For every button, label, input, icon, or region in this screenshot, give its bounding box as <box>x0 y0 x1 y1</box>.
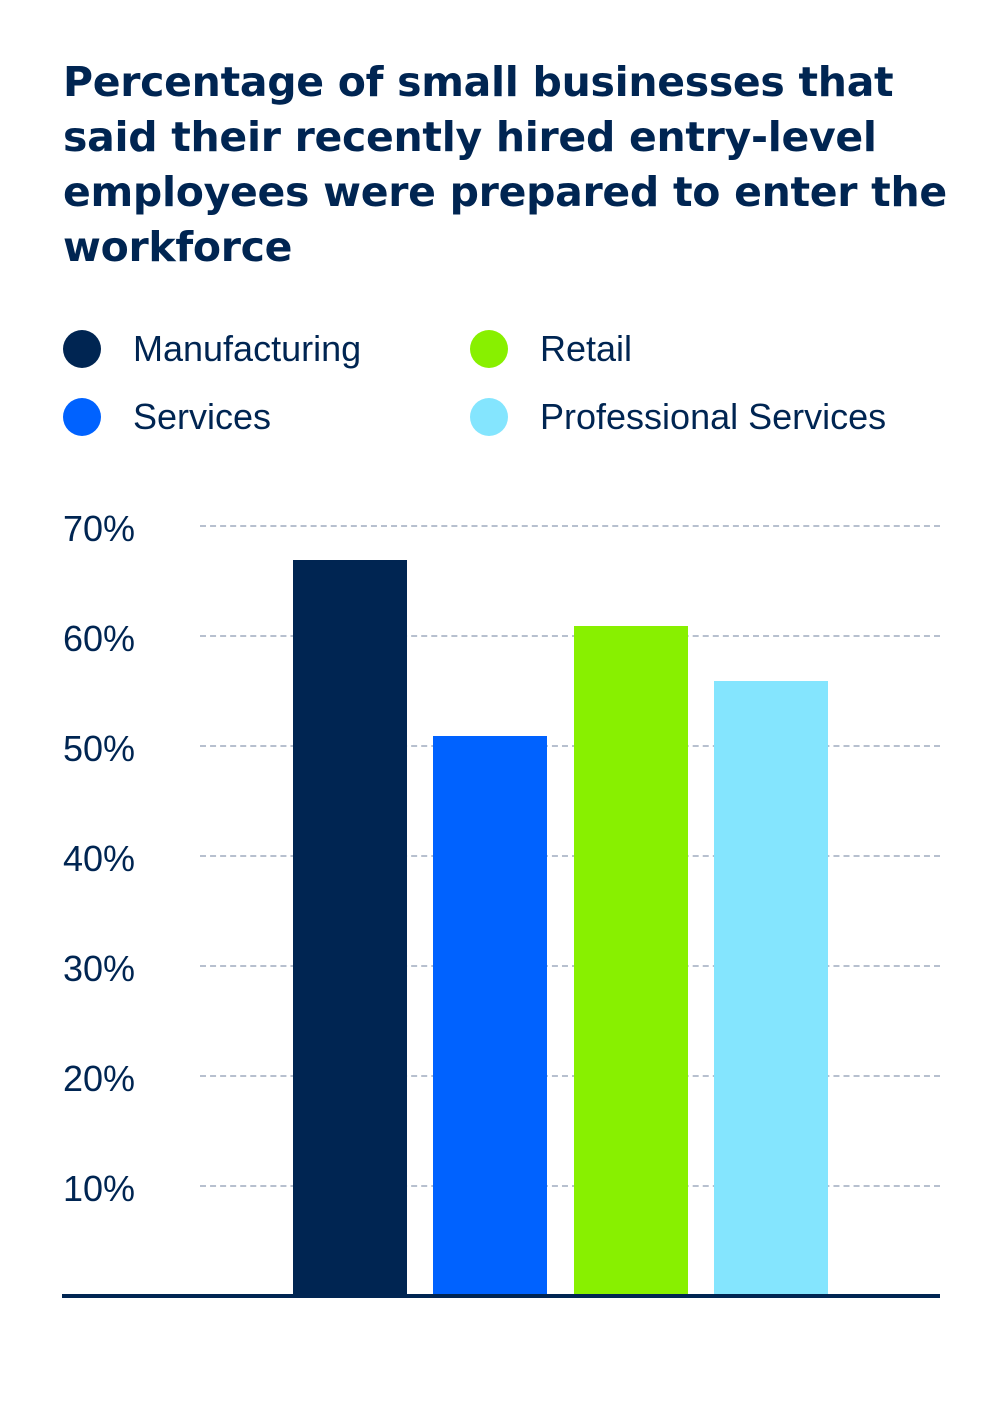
legend-item-retail: Retail <box>470 328 632 370</box>
legend-item-services: Services <box>63 396 271 438</box>
legend-dot-icon <box>63 398 101 436</box>
bar-manufacturing <box>293 560 407 1296</box>
legend-dot-icon <box>470 398 508 436</box>
legend-label: Services <box>133 396 272 437</box>
y-tick-label: 40% <box>63 838 136 879</box>
y-tick-label: 70% <box>63 508 136 549</box>
y-tick-label: 30% <box>63 948 136 989</box>
x-axis-baseline <box>62 1294 940 1298</box>
legend-label: Retail <box>540 328 633 369</box>
legend-label: Professional Services <box>540 396 887 437</box>
gridline <box>200 965 940 967</box>
y-tick-label: 10% <box>63 1168 136 1209</box>
bar-retail <box>574 626 688 1296</box>
legend-label: Manufacturing <box>133 328 362 369</box>
y-tick-label: 20% <box>63 1058 136 1099</box>
legend-item-manufacturing: Manufacturing <box>63 328 361 370</box>
legend-item-professional-services: Professional Services <box>470 396 886 438</box>
y-tick-label: 50% <box>63 728 136 769</box>
chart-title: Percentage of small businesses that said… <box>63 58 947 271</box>
y-tick-label: 60% <box>63 618 136 659</box>
legend-dot-icon <box>470 330 508 368</box>
bar-services <box>433 736 547 1296</box>
gridline <box>200 1185 940 1187</box>
gridline <box>200 635 940 637</box>
gridline <box>200 855 940 857</box>
legend-dot-icon <box>63 330 101 368</box>
bar-professional-services <box>714 681 828 1296</box>
gridline <box>200 745 940 747</box>
gridline <box>200 1075 940 1077</box>
gridline <box>200 525 940 527</box>
